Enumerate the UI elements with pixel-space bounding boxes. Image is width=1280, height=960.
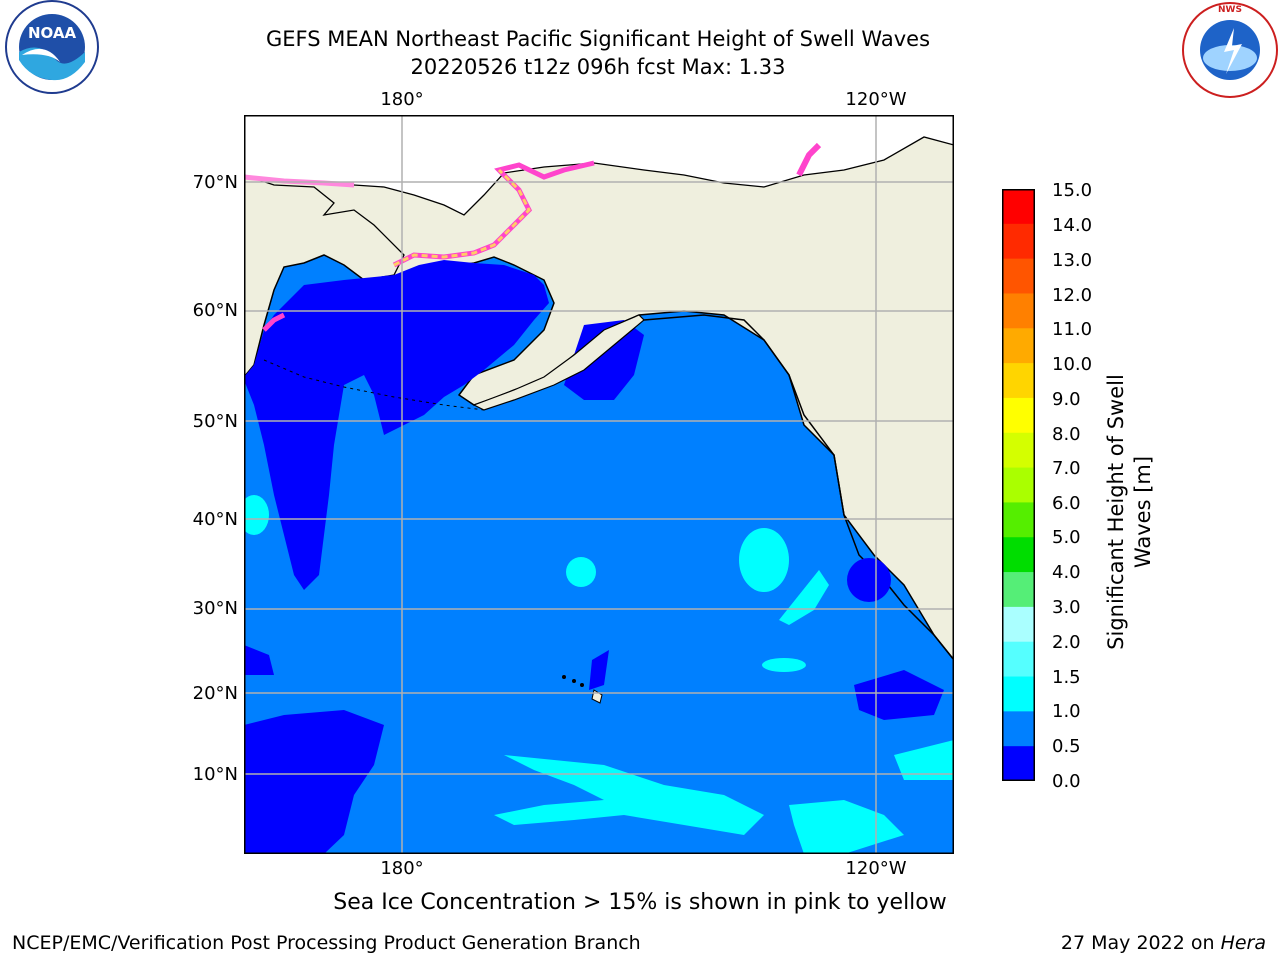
cb-tick-8: 8.0 <box>1052 424 1081 445</box>
noaa-logo-text: NOAA <box>28 24 77 42</box>
cb-tick-7: 7.0 <box>1052 458 1081 479</box>
colorbar-segment <box>1002 258 1035 294</box>
lat-label-30n: 30°N <box>192 598 238 619</box>
sea-ice-note: Sea Ice Concentration > 15% is shown in … <box>0 890 1280 915</box>
arctic-region <box>244 115 954 215</box>
map-frame <box>239 114 955 854</box>
colorbar-segment <box>1002 502 1035 538</box>
colorbar-segment <box>1002 397 1035 434</box>
colorbar-segment <box>1002 432 1035 469</box>
cb-tick-1-5: 1.5 <box>1052 667 1081 688</box>
gulf-dark <box>564 320 644 400</box>
cb-tick-13: 13.0 <box>1052 250 1093 271</box>
cb-tick-10: 10.0 <box>1052 354 1093 375</box>
cb-tick-2: 2.0 <box>1052 632 1081 653</box>
colorbar-segment <box>1002 467 1035 503</box>
cb-tick-15: 15.0 <box>1052 180 1093 201</box>
lon-label-top-120w: 120°W <box>845 89 907 110</box>
lat-label-70n: 70°N <box>192 172 238 193</box>
chart-subtitle: 20220526 t12z 096h fcst Max: 1.33 <box>410 55 786 79</box>
lat-label-20n: 20°N <box>192 683 238 704</box>
grid-lines <box>244 115 954 854</box>
lon-label-top-180: 180° <box>380 89 424 110</box>
nws-logo: NWS <box>1180 0 1280 100</box>
chart-title: GEFS MEAN Northeast Pacific Significant … <box>265 27 931 51</box>
cb-tick-0-5: 0.5 <box>1052 736 1081 757</box>
colorbar-segment <box>1002 572 1035 608</box>
footer-right: 27 May 2022 on Hera <box>1061 932 1266 954</box>
cb-tick-11: 11.0 <box>1052 319 1093 340</box>
colorbar-segment <box>1002 223 1035 260</box>
cb-tick-12: 12.0 <box>1052 285 1093 306</box>
colorbar-segment <box>1002 363 1035 399</box>
colorbar <box>1002 189 1035 782</box>
lat-label-40n: 40°N <box>192 509 238 530</box>
cb-tick-6: 6.0 <box>1052 493 1081 514</box>
cb-tick-4: 4.0 <box>1052 562 1081 583</box>
colorbar-segment <box>1002 189 1035 225</box>
cb-tick-1: 1.0 <box>1052 701 1081 722</box>
cb-tick-9: 9.0 <box>1052 389 1081 410</box>
lat-label-60n: 60°N <box>192 300 238 321</box>
footer-left: NCEP/EMC/Verification Post Processing Pr… <box>12 932 641 954</box>
colorbar-label: Significant Height of Swell Waves [m] <box>1103 347 1157 677</box>
cb-tick-3: 3.0 <box>1052 597 1081 618</box>
colorbar-label-text: Significant Height of Swell Waves [m] <box>1104 374 1155 650</box>
lon-label-bottom-120w: 120°W <box>845 858 907 879</box>
colorbar-segment <box>1002 711 1035 747</box>
cb-tick-0: 0.0 <box>1052 771 1081 792</box>
sea-ice-note-text: Sea Ice Concentration > 15% is shown in … <box>333 890 947 915</box>
lat-label-50n: 50°N <box>192 411 238 432</box>
colorbar-segment <box>1002 746 1035 782</box>
lat-label-10n: 10°N <box>192 764 238 785</box>
colorbar-segment <box>1002 676 1035 712</box>
colorbar-segment <box>1002 641 1035 678</box>
colorbar-segment <box>1002 537 1035 573</box>
footer-machine: Hera <box>1220 932 1266 954</box>
colorbar-segment <box>1002 606 1035 643</box>
colorbar-segment <box>1002 328 1035 364</box>
noaa-logo: NOAA <box>0 0 104 98</box>
bering-sea-dark <box>244 260 549 590</box>
cb-tick-5: 5.0 <box>1052 527 1081 548</box>
cb-tick-14: 14.0 <box>1052 215 1093 236</box>
footer-date: 27 May 2022 on <box>1060 932 1221 954</box>
colorbar-segment <box>1002 293 1035 329</box>
map-svg <box>239 114 955 854</box>
swell-patch <box>739 528 789 592</box>
svg-text:NWS: NWS <box>1218 5 1242 15</box>
lon-label-bottom-180: 180° <box>380 858 424 879</box>
